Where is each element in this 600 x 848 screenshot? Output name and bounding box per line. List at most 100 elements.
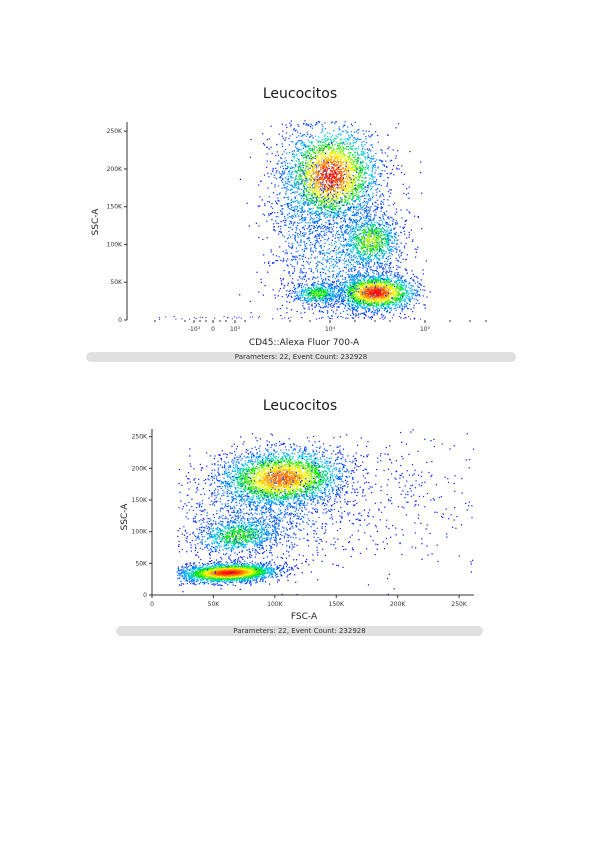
event-dot	[346, 177, 348, 179]
event-dot	[314, 124, 316, 126]
event-dot	[336, 167, 338, 169]
event-dot	[319, 218, 321, 220]
event-dot	[248, 225, 250, 227]
event-dot	[395, 232, 397, 234]
event-dot	[336, 161, 338, 163]
event-dot	[417, 293, 419, 295]
event-dot	[320, 203, 322, 205]
event-dot	[310, 167, 312, 169]
event-dot	[330, 140, 332, 142]
event-dot	[406, 304, 408, 306]
event-dot	[365, 130, 367, 132]
event-dot	[395, 155, 397, 157]
event-dot	[330, 151, 332, 153]
event-dot	[321, 157, 323, 159]
event-dot	[332, 211, 334, 213]
event-dot	[361, 235, 363, 237]
event-dot	[326, 190, 328, 192]
event-dot	[381, 240, 383, 242]
event-dot	[365, 311, 367, 313]
event-dot	[333, 180, 335, 182]
event-dot	[334, 206, 337, 208]
event-dot	[364, 232, 366, 234]
event-dot	[339, 227, 341, 229]
event-dot	[287, 173, 289, 175]
event-dot	[330, 194, 332, 196]
event-dot	[365, 172, 367, 174]
event-dot	[304, 147, 307, 149]
event-dot	[338, 157, 340, 159]
event-dot	[334, 181, 336, 183]
event-dot	[377, 283, 379, 285]
event-dot	[336, 175, 338, 177]
event-dot	[356, 275, 358, 277]
event-dot	[366, 270, 368, 272]
event-dot	[374, 302, 376, 304]
event-dot	[409, 288, 411, 290]
event-dot	[368, 256, 370, 258]
event-dot	[375, 189, 377, 191]
event-dot	[271, 212, 273, 214]
event-dot	[317, 152, 319, 154]
event-dot	[370, 213, 372, 215]
event-dot	[330, 139, 332, 141]
event-dot	[364, 166, 366, 169]
event-dot	[365, 259, 367, 261]
event-dot	[345, 155, 347, 157]
event-dot	[326, 174, 328, 176]
event-dot	[355, 174, 357, 176]
event-dot	[290, 166, 293, 168]
event-dot	[315, 172, 317, 174]
event-dot	[350, 256, 352, 258]
event-dot	[348, 167, 350, 169]
event-dot	[361, 254, 363, 256]
event-dot	[299, 148, 301, 150]
event-dot	[353, 192, 355, 194]
event-dot	[392, 301, 394, 303]
event-dot	[375, 241, 378, 243]
event-dot	[315, 121, 317, 124]
event-dot	[369, 207, 371, 209]
event-dot	[393, 242, 395, 244]
event-dot	[356, 158, 358, 160]
event-dot	[400, 280, 402, 282]
event-dot	[329, 172, 331, 175]
event-dot	[365, 262, 367, 264]
event-dot	[325, 171, 327, 173]
event-dot	[383, 224, 385, 226]
event-dot	[282, 173, 284, 175]
event-dot	[327, 160, 329, 162]
event-dot	[360, 248, 362, 250]
event-dot	[373, 243, 375, 245]
event-dot	[386, 280, 388, 282]
event-dot	[351, 180, 353, 182]
event-dot	[318, 181, 320, 183]
event-dot	[308, 147, 310, 149]
event-dot	[262, 133, 264, 135]
event-dot	[389, 275, 391, 277]
event-dot	[345, 199, 347, 201]
event-dot	[362, 252, 364, 254]
event-dot	[322, 170, 324, 172]
event-dot	[368, 182, 370, 184]
event-dot	[355, 190, 357, 192]
event-dot	[362, 183, 364, 185]
event-dot	[280, 162, 282, 164]
event-dot	[342, 288, 344, 290]
event-dot	[405, 243, 407, 245]
event-dot	[320, 228, 322, 230]
event-dot	[324, 128, 326, 130]
event-dot	[331, 163, 333, 165]
event-dot	[352, 278, 354, 280]
event-dot	[373, 284, 375, 286]
event-dot	[412, 293, 414, 295]
event-dot	[391, 237, 394, 239]
event-dot	[355, 160, 357, 163]
event-dot	[363, 242, 365, 244]
event-dot	[394, 222, 396, 224]
event-dot	[363, 216, 365, 218]
event-dot	[399, 283, 401, 286]
event-dot	[343, 156, 345, 158]
event-dot	[298, 160, 300, 162]
event-dot	[396, 284, 399, 286]
